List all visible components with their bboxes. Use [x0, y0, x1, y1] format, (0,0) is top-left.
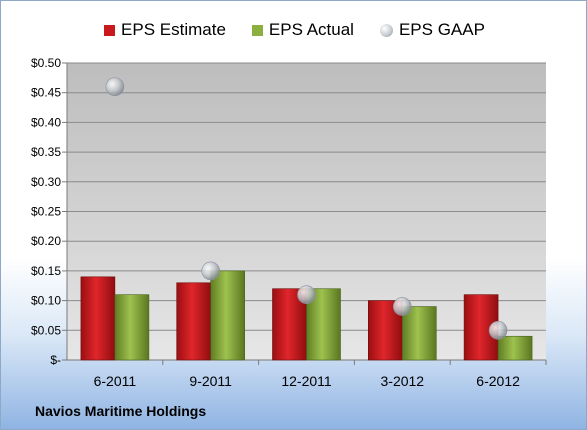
x-tick-label: 6-2012 — [476, 373, 520, 389]
bar-eps-estimate — [80, 276, 116, 361]
bar-eps-actual — [497, 335, 533, 361]
x-tick-label: 6-2011 — [94, 373, 137, 389]
y-tick-label: $0.50 — [31, 56, 61, 70]
bar-eps-actual — [114, 294, 150, 361]
legend-label-eps-gaap: EPS GAAP — [398, 20, 485, 39]
legend: EPS Estimate EPS Actual EPS GAAP — [1, 15, 586, 45]
legend-item-eps-actual: EPS Actual — [251, 20, 354, 40]
x-tick-label: 12-2011 — [281, 373, 332, 389]
legend-item-eps-gaap: EPS GAAP — [379, 20, 485, 40]
y-tick-label: $0.45 — [31, 86, 61, 100]
legend-label-eps-estimate: EPS Estimate — [121, 20, 226, 39]
legend-swatch-eps-actual — [251, 24, 263, 36]
y-tick-label: $0.05 — [31, 323, 61, 337]
point-eps-gaap — [297, 285, 316, 304]
y-tick-label: $0.15 — [31, 264, 61, 278]
bar-eps-actual — [401, 306, 437, 361]
company-name: Navios Maritime Holdings — [35, 403, 207, 419]
bar-eps-actual — [210, 270, 245, 361]
legend-item-eps-estimate: EPS Estimate — [104, 20, 226, 40]
legend-label-eps-actual: EPS Actual — [268, 20, 354, 39]
y-tick-label: $0.40 — [31, 115, 61, 129]
y-tick-label: $0.25 — [31, 205, 61, 219]
point-eps-gaap — [392, 297, 412, 316]
bar-eps-estimate — [176, 282, 211, 361]
y-tick-label: $0.20 — [31, 234, 61, 248]
point-eps-gaap — [201, 261, 220, 281]
x-tick-label: 3-2012 — [381, 373, 425, 389]
y-tick-label: $0.10 — [31, 294, 61, 308]
point-eps-gaap — [488, 320, 508, 340]
point-eps-gaap — [105, 77, 125, 97]
y-tick-label: $0.30 — [31, 175, 61, 189]
y-tick-label: $0.35 — [31, 145, 61, 159]
legend-swatch-eps-gaap — [379, 23, 393, 37]
legend-swatch-eps-estimate — [104, 24, 116, 36]
y-tick-label: $- — [50, 353, 61, 367]
x-tick-label: 9-2011 — [189, 373, 232, 389]
